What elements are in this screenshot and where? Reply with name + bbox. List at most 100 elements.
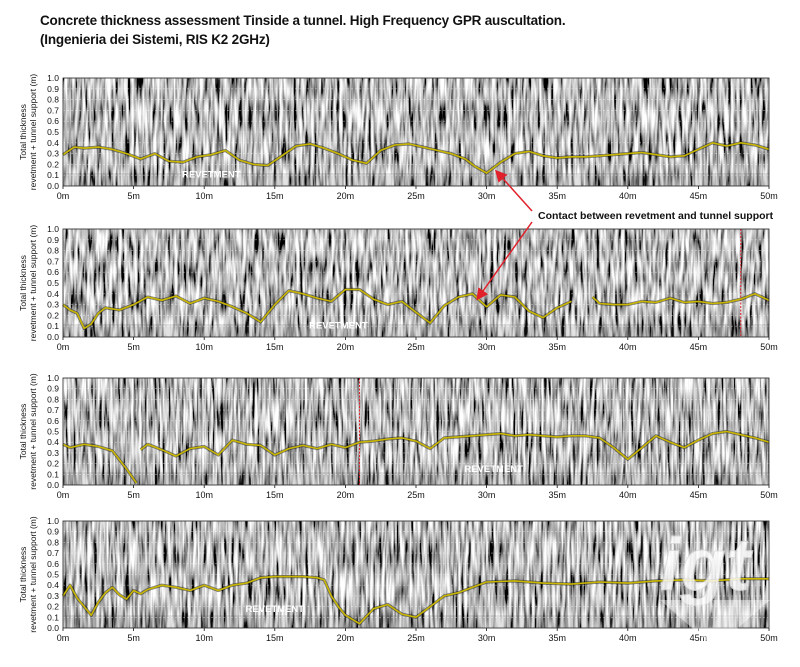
y-tick-label: 1.0 bbox=[47, 373, 59, 383]
y-axis-label-line1: Total thickness bbox=[18, 255, 28, 311]
y-tick-label: 0.9 bbox=[47, 235, 59, 245]
y-axis-label-line2: revetment + tunnel support (m) bbox=[28, 74, 38, 191]
y-tick-label: 1.0 bbox=[47, 73, 59, 83]
x-tick-label: 45m bbox=[690, 191, 708, 201]
y-tick-label: 0.7 bbox=[47, 405, 59, 415]
gpr-panel-2: 0.00.10.20.30.40.50.60.70.80.91.0 0m 5m 10m… bbox=[18, 224, 778, 352]
y-tick-label: 0.3 bbox=[47, 149, 59, 159]
thickness-line-1 bbox=[62, 575, 769, 625]
x-tick-label: 50m bbox=[760, 342, 778, 352]
y-axis-label-line1: Total thickness bbox=[18, 547, 28, 603]
x-tick-label: 25m bbox=[407, 342, 425, 352]
x-tick-label: 15m bbox=[266, 342, 284, 352]
x-tick-label: 10m bbox=[195, 342, 213, 352]
x-tick-label: 0m bbox=[57, 342, 70, 352]
logo-text: igt bbox=[660, 523, 754, 606]
y-tick-label: 0.7 bbox=[47, 548, 59, 558]
plot-frame bbox=[62, 520, 770, 629]
y-axis-label-line2: revetment + tunnel support (m) bbox=[28, 373, 38, 490]
gpr-panel-4: 0.00.10.20.30.40.50.60.70.80.91.0 0m 5m 10m… bbox=[18, 516, 778, 643]
x-tick-label: 25m bbox=[407, 191, 425, 201]
annotation-arrow-1 bbox=[494, 169, 533, 212]
gpr-panel-3: 0.00.10.20.30.40.50.60.70.80.91.0 0m 5m 10m… bbox=[18, 373, 778, 500]
chart-title-line1: Concrete thickness assessment Tinside a … bbox=[40, 13, 566, 28]
y-tick-label: 0.8 bbox=[47, 537, 59, 547]
x-tick-label: 30m bbox=[478, 191, 496, 201]
x-tick-label: 50m bbox=[760, 191, 778, 201]
y-axis-label-line2: revetment + tunnel support (m) bbox=[28, 225, 38, 342]
y-tick-label: 0.4 bbox=[47, 138, 59, 148]
x-tick-label: 25m bbox=[407, 633, 425, 643]
thickness-line-2 bbox=[591, 293, 770, 306]
y-tick-label: 0.1 bbox=[47, 321, 59, 331]
surface-band bbox=[63, 324, 769, 337]
plot-frame bbox=[62, 377, 770, 486]
x-tick-label: 35m bbox=[548, 191, 566, 201]
thickness-line-1 bbox=[62, 142, 770, 174]
x-tick-label: 20m bbox=[337, 191, 355, 201]
plot-frame bbox=[62, 77, 770, 187]
y-tick-label: 0.5 bbox=[47, 278, 59, 288]
x-tick-label: 5m bbox=[127, 342, 140, 352]
y-tick-label: 0.2 bbox=[47, 310, 59, 320]
y-axis-label-line1: Total thickness bbox=[18, 104, 28, 160]
gpr-panel-1: 0.00.10.20.30.40.50.60.70.80.91.0 0m 5m 10m… bbox=[18, 73, 778, 201]
chart-title-line2: (Ingenieria dei Sistemi, RIS K2 2GHz) bbox=[40, 32, 270, 47]
surface-band bbox=[63, 173, 769, 186]
x-tick-label: 50m bbox=[760, 490, 778, 500]
y-axis-label-line2: revetment + tunnel support (m) bbox=[28, 516, 38, 633]
y-tick-label: 0.1 bbox=[47, 170, 59, 180]
y-tick-label: 0.8 bbox=[47, 394, 59, 404]
y-tick-label: 0.8 bbox=[47, 246, 59, 256]
y-tick-label: 0.0 bbox=[47, 181, 59, 191]
x-tick-label: 10m bbox=[195, 191, 213, 201]
x-tick-label: 5m bbox=[127, 633, 140, 643]
y-tick-label: 0.8 bbox=[47, 95, 59, 105]
x-tick-label: 40m bbox=[619, 633, 637, 643]
x-tick-label: 20m bbox=[337, 490, 355, 500]
y-tick-label: 0.1 bbox=[47, 469, 59, 479]
y-tick-label: 0.4 bbox=[47, 289, 59, 299]
x-tick-label: 50m bbox=[760, 633, 778, 643]
x-tick-label: 10m bbox=[195, 490, 213, 500]
x-tick-label: 5m bbox=[127, 490, 140, 500]
x-tick-label: 40m bbox=[619, 191, 637, 201]
annotation-label: Contact between revetment and tunnel sup… bbox=[538, 210, 774, 222]
y-tick-label: 0.6 bbox=[47, 559, 59, 569]
x-tick-label: 15m bbox=[266, 191, 284, 201]
x-tick-label: 35m bbox=[548, 633, 566, 643]
plot-frame bbox=[62, 228, 770, 338]
logo-triangle-icon bbox=[660, 600, 770, 648]
y-tick-label: 0.5 bbox=[47, 570, 59, 580]
y-tick-label: 0.4 bbox=[47, 437, 59, 447]
annotation-arrow-2 bbox=[476, 221, 533, 301]
x-tick-label: 20m bbox=[337, 633, 355, 643]
thickness-line-2 bbox=[140, 430, 770, 461]
y-tick-label: 0.6 bbox=[47, 267, 59, 277]
y-tick-label: 1.0 bbox=[47, 516, 59, 526]
y-tick-label: 0.3 bbox=[47, 300, 59, 310]
x-tick-label: 40m bbox=[619, 490, 637, 500]
region-label: REVETMENT bbox=[309, 320, 368, 331]
x-tick-label: 0m bbox=[57, 633, 70, 643]
y-tick-label: 0.3 bbox=[47, 591, 59, 601]
y-tick-label: 0.0 bbox=[47, 332, 59, 342]
x-tick-label: 30m bbox=[478, 633, 496, 643]
y-tick-label: 0.9 bbox=[47, 84, 59, 94]
region-label: REVETMENT bbox=[182, 169, 241, 180]
y-tick-label: 0.5 bbox=[47, 427, 59, 437]
y-axis-label-line1: Total thickness bbox=[18, 404, 28, 460]
surface-band bbox=[63, 615, 769, 628]
y-tick-label: 0.2 bbox=[47, 602, 59, 612]
x-tick-label: 10m bbox=[195, 633, 213, 643]
x-tick-label: 40m bbox=[619, 342, 637, 352]
x-tick-label: 0m bbox=[57, 490, 70, 500]
x-tick-label: 20m bbox=[337, 342, 355, 352]
x-tick-label: 30m bbox=[478, 342, 496, 352]
y-tick-label: 0.4 bbox=[47, 580, 59, 590]
x-tick-label: 45m bbox=[690, 633, 708, 643]
x-tick-label: 35m bbox=[548, 342, 566, 352]
y-tick-label: 0.9 bbox=[47, 384, 59, 394]
y-tick-label: 0.7 bbox=[47, 256, 59, 266]
